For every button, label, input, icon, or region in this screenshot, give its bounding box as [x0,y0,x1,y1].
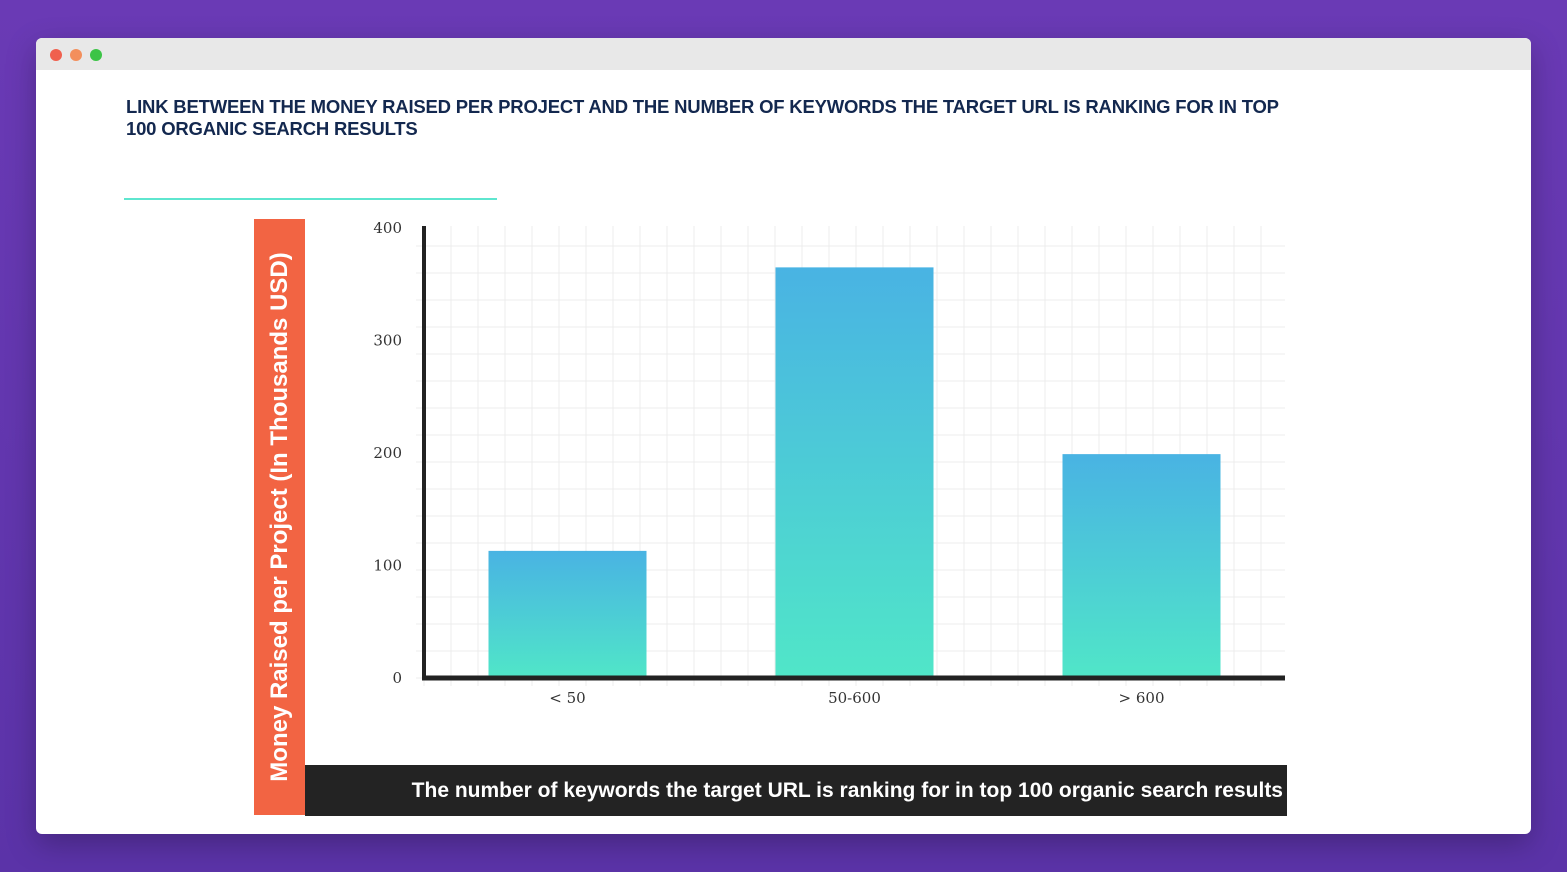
x-tick-label: > 600 [1119,689,1165,707]
y-tick-label: 200 [373,444,402,462]
y-tick-label: 0 [392,669,402,687]
chart-bars [488,267,1221,678]
browser-window: LINK BETWEEN THE MONEY RAISED PER PROJEC… [36,38,1531,834]
close-window-button[interactable] [50,49,62,61]
y-tick-label: 100 [373,557,402,575]
x-axis-label-box: The number of keywords the target URL is… [305,765,1287,816]
title-underline [124,198,497,200]
y-tick-label: 400 [373,219,402,237]
x-axis-label: The number of keywords the target URL is… [411,778,1283,802]
minimize-window-button[interactable] [70,49,82,61]
chart-title: LINK BETWEEN THE MONEY RAISED PER PROJEC… [126,96,1279,139]
y-axis-label-box [254,219,305,815]
bar-< 50 [488,550,647,678]
chart-tick-labels: < 50 50-600 > 600 0 100 200 300 400 [373,219,1164,707]
window-titlebar [36,38,1531,70]
x-tick-label: 50-600 [828,689,881,707]
bar-chart: < 50 50-600 > 600 0 100 200 300 400 [373,219,1285,707]
bar-> 600 [1062,454,1221,678]
chart-axes [422,226,1285,681]
y-tick-label: 300 [373,332,402,350]
maximize-window-button[interactable] [90,49,102,61]
x-tick-label: < 50 [549,689,585,707]
bar-50-600 [775,267,934,678]
